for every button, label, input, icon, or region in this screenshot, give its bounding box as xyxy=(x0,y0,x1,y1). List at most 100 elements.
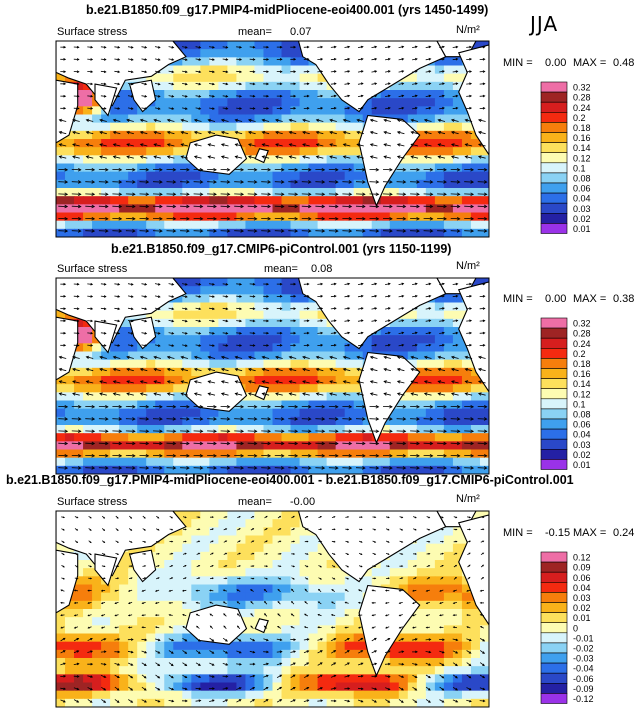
field-cell xyxy=(344,130,355,140)
wind-vector-head xyxy=(184,94,188,98)
wind-vector-head xyxy=(266,82,270,86)
field-cell xyxy=(74,392,84,402)
wind-vector xyxy=(182,320,188,322)
field-cell xyxy=(74,457,84,467)
field-cell xyxy=(236,351,247,361)
field-cell xyxy=(434,359,445,369)
field-cell xyxy=(146,543,156,553)
wind-vector-head xyxy=(347,106,351,110)
field-cell xyxy=(425,302,436,312)
wind-vector-head xyxy=(234,367,239,372)
field-cell xyxy=(434,400,445,410)
field-cell xyxy=(92,343,102,353)
wind-vector-head xyxy=(252,70,256,73)
wind-vector xyxy=(182,307,188,310)
field-cell xyxy=(272,400,283,410)
wind-vector-head xyxy=(369,367,374,372)
field-cell xyxy=(101,139,111,148)
wind-vector-head xyxy=(220,380,225,384)
wind-vector-head xyxy=(360,57,364,61)
field-cell xyxy=(83,359,93,369)
wind-vector xyxy=(357,143,364,147)
field-cell xyxy=(281,196,292,205)
field-cell xyxy=(326,335,337,344)
field-cell xyxy=(101,465,111,474)
wind-vector-head xyxy=(72,355,76,359)
field-cell xyxy=(425,130,436,140)
wind-vector-head xyxy=(139,367,144,372)
field-cell xyxy=(137,228,147,237)
field-cell xyxy=(434,196,445,205)
field-cell xyxy=(200,57,210,67)
wind-vector-head xyxy=(333,319,337,323)
field-cell xyxy=(443,392,454,402)
field-cell xyxy=(425,392,436,402)
field-cell xyxy=(452,384,463,393)
field-cell xyxy=(317,351,328,361)
field-cell xyxy=(344,139,355,148)
wind-vector-head xyxy=(199,441,204,446)
field-cell xyxy=(353,212,364,222)
panel3-title: b.e21.B1850.f09_g17.PMIP4-midPliocene-eo… xyxy=(6,473,574,487)
wind-vector-head xyxy=(389,429,393,434)
field-cell xyxy=(119,318,129,328)
field-cell xyxy=(200,73,210,83)
field-cell xyxy=(173,457,183,467)
wind-vector xyxy=(154,119,161,122)
field-cell xyxy=(326,114,337,124)
field-cell xyxy=(191,212,201,222)
wind-vector-head xyxy=(112,118,117,122)
wind-vector-head xyxy=(72,392,76,396)
field-cell xyxy=(83,114,93,124)
wind-vector-head xyxy=(99,155,103,159)
field-cell xyxy=(461,147,472,156)
wind-vector xyxy=(182,332,188,334)
wind-vector-head xyxy=(90,107,94,110)
field-cell xyxy=(461,457,472,467)
wind-vector-head xyxy=(477,367,482,372)
wind-vector-head xyxy=(220,143,225,147)
field-cell xyxy=(74,408,84,418)
field-cell xyxy=(317,592,328,602)
wind-vector-head xyxy=(139,143,144,147)
wind-vector-head xyxy=(443,229,447,233)
wind-vector-head xyxy=(275,118,279,122)
field-cell xyxy=(443,81,454,91)
field-cell xyxy=(281,155,292,165)
field-cell xyxy=(272,188,283,197)
wind-vector-head xyxy=(90,45,94,49)
field-cell xyxy=(416,147,427,156)
field-cell xyxy=(344,416,355,426)
field-cell xyxy=(425,568,436,577)
field-cell xyxy=(182,212,192,222)
wind-vector-head xyxy=(306,58,310,61)
wind-vector-head xyxy=(213,453,217,458)
field-cell xyxy=(137,163,147,173)
field-cell xyxy=(254,294,265,304)
wind-vector-head xyxy=(429,466,434,470)
field-cell xyxy=(461,449,472,459)
wind-vector-head xyxy=(239,82,243,86)
field-cell xyxy=(164,551,174,561)
field-cell xyxy=(272,98,283,107)
field-cell xyxy=(407,171,418,181)
wind-vector-head xyxy=(212,344,215,347)
wind-vector-head xyxy=(186,429,190,434)
wind-vector xyxy=(411,356,419,359)
wind-vector-head xyxy=(288,155,293,159)
wind-vector-head xyxy=(470,180,475,184)
field-cell xyxy=(344,212,355,222)
field-cell xyxy=(353,130,364,140)
wind-vector-head xyxy=(483,192,488,197)
wind-vector-head xyxy=(423,143,428,147)
wind-vector-head xyxy=(329,118,333,122)
wind-vector-head xyxy=(306,70,310,73)
wind-vector-head xyxy=(342,118,347,122)
wind-vector xyxy=(167,356,175,359)
field-cell xyxy=(452,416,463,426)
field-cell xyxy=(272,392,283,402)
wind-vector-head xyxy=(76,331,80,335)
field-cell xyxy=(272,376,283,385)
field-cell xyxy=(65,179,75,189)
field-cell xyxy=(155,114,165,124)
